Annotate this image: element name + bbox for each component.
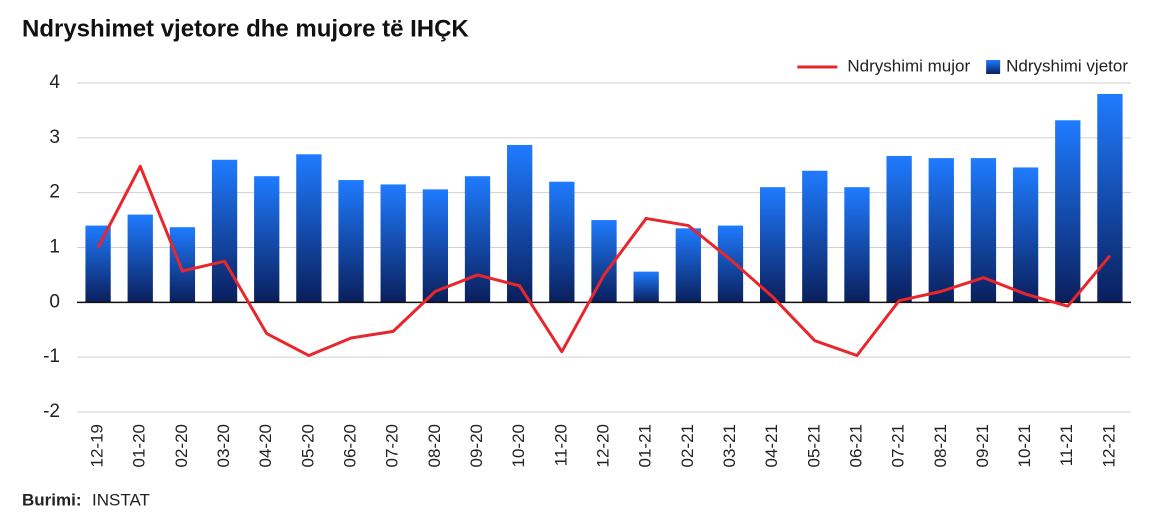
bar [422,189,449,303]
x-tick-label: 09-20 [467,424,486,467]
x-tick-label: 10-21 [1015,424,1034,467]
source-label: Burimi: [22,490,82,509]
bar [675,228,701,303]
bar [1097,93,1123,303]
x-tick-label: 08-20 [425,424,444,467]
bar [254,176,280,303]
x-tick-label: 12-19 [88,424,107,467]
chart-title: Ndryshimet vjetore dhe mujore të IHÇK [22,15,469,42]
x-tick-label: 06-20 [341,424,360,467]
x-tick-label: 01-20 [130,424,149,467]
x-tick-label: 11-20 [551,424,570,466]
bar [886,155,912,303]
x-tick-label: 05-21 [804,424,823,467]
x-tick-label: 02-20 [172,424,191,467]
bar [633,271,659,303]
x-tick-label: 08-21 [931,424,950,467]
bar [1055,120,1081,303]
x-tick-label: 03-21 [720,424,739,467]
y-tick-label: -2 [43,401,60,422]
y-tick-label: 0 [49,291,60,312]
bar [85,225,111,303]
x-tick-label: 04-21 [762,424,781,467]
x-tick-label: 12-21 [1099,424,1118,467]
bar [380,184,406,303]
y-tick-label: 4 [49,72,60,93]
x-tick-label: 03-20 [214,424,233,467]
source: INSTAT [92,490,150,509]
bar [549,181,575,303]
x-tick-label: 02-21 [678,424,697,467]
bar [717,225,744,303]
x-tick-label: 12-20 [593,424,612,467]
bar [464,176,491,303]
x-tick-label: 11-21 [1057,424,1076,466]
bar [844,187,870,303]
y-tick-label: 2 [49,182,60,203]
bar [211,159,238,303]
x-tick-label: 01-21 [636,424,655,467]
bar [296,154,322,303]
bar [802,170,828,303]
bar [169,227,196,303]
bar [338,180,364,303]
legend-label: Ndryshimi mujor [847,56,970,75]
x-tick-label: 10-20 [509,424,528,467]
bar [507,144,533,303]
x-tick-label: 09-21 [973,424,992,467]
legend-label: Ndryshimi vjetor [1006,56,1128,75]
y-tick-label: -1 [43,346,60,367]
bar [928,158,954,303]
legend-swatch [986,60,1001,74]
y-tick-label: 1 [49,237,60,258]
x-tick-label: 06-21 [846,424,865,467]
x-tick-label: 07-21 [889,424,908,467]
x-tick-label: 04-20 [256,424,275,467]
y-tick-label: 3 [49,127,60,148]
bar [759,187,786,303]
bar [1012,167,1039,303]
line [96,164,1112,358]
x-tick-label: 07-20 [383,424,402,467]
x-tick-label: 05-20 [298,424,317,467]
bar [127,214,153,303]
